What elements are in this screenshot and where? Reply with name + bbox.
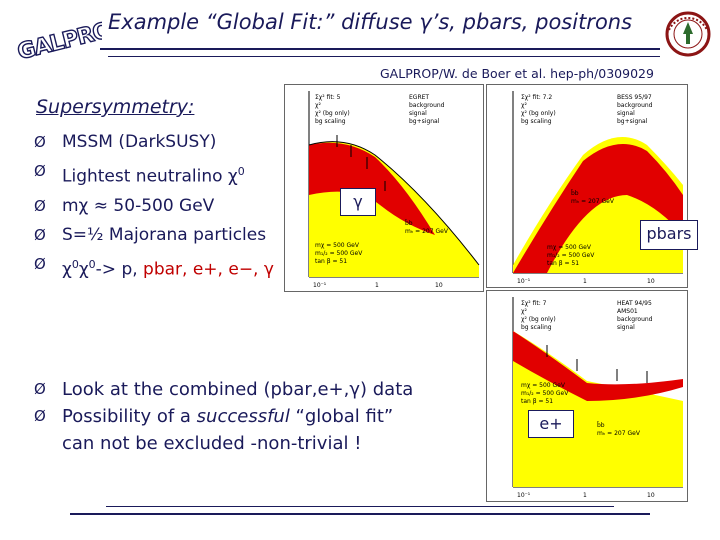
antiproton-spectrum-plot: Σχ² fit: 7.2 χ² χ² (bg only) bg scaling BES…	[486, 84, 688, 288]
gamma-spectrum-plot: Σχ² fit: 5 χ² χ² (bg only) bg scaling EGRE…	[284, 84, 484, 292]
footer-rule-top	[106, 506, 614, 507]
galprop-logo: GALPROP	[10, 10, 129, 65]
svg-text:χ²: χ²	[521, 308, 527, 315]
svg-text:b̄b: b̄b	[570, 190, 578, 197]
svg-text:background: background	[409, 102, 445, 109]
svg-text:10⁻¹: 10⁻¹	[517, 492, 531, 499]
svg-text:bg scaling: bg scaling	[315, 118, 346, 125]
title-rule-bottom	[108, 56, 660, 57]
svg-text:m₁/₂ = 500 GeV: m₁/₂ = 500 GeV	[521, 390, 569, 397]
supersymmetry-list: Ø MSSM (DarkSUSY) Ø Lightest neutralino χ0…	[34, 128, 274, 285]
svg-text:χ² (bg only): χ² (bg only)	[521, 316, 556, 323]
svg-text:EGRET: EGRET	[409, 94, 429, 101]
svg-text:bg scaling: bg scaling	[521, 118, 552, 125]
bullet-arrow-icon: Ø	[34, 133, 46, 151]
list-item: Ø Possibility of a successful “global fit…	[34, 403, 413, 430]
conclusion-list: Ø Look at the combined (pbar,e+,γ) data Ø…	[34, 376, 413, 457]
svg-text:background: background	[617, 102, 653, 109]
svg-text:b̄b: b̄b	[404, 220, 412, 227]
svg-text:HEAT 94/95: HEAT 94/95	[617, 300, 652, 307]
reference-citation: GALPROP/W. de Boer et al. hep-ph/0309029	[380, 66, 654, 81]
annihilation-products: pbar, e+, e−, γ	[143, 259, 274, 280]
svg-text:1: 1	[375, 282, 379, 289]
svg-text:1: 1	[583, 278, 587, 285]
svg-text:10: 10	[647, 278, 655, 285]
bullet-arrow-icon: Ø	[34, 380, 46, 398]
svg-text:mₕ = 207 GeV: mₕ = 207 GeV	[571, 198, 615, 205]
svg-text:bg+signal: bg+signal	[617, 118, 648, 125]
supersymmetry-heading: Supersymmetry:	[36, 96, 195, 118]
svg-text:bg+signal: bg+signal	[409, 118, 440, 125]
svg-text:tan β = 51: tan β = 51	[547, 260, 579, 267]
footer-rule-bottom	[70, 513, 650, 515]
svg-text:mₕ = 207 GeV: mₕ = 207 GeV	[597, 430, 641, 437]
svg-text:mχ = 500 GeV: mχ = 500 GeV	[521, 382, 566, 389]
svg-text:AMS01: AMS01	[617, 308, 638, 315]
svg-text:10: 10	[435, 282, 443, 289]
gamma-label: γ	[340, 188, 376, 216]
list-item: Ø Look at the combined (pbar,e+,γ) data	[34, 376, 413, 403]
svg-text:bg scaling: bg scaling	[521, 324, 552, 331]
svg-text:10⁻¹: 10⁻¹	[313, 282, 327, 289]
svg-text:χ² (bg only): χ² (bg only)	[521, 110, 556, 117]
list-item: Ø S=½ Majorana particles	[34, 221, 274, 250]
slide-title: Example “Global Fit:” diffuse γ’s, pbars…	[108, 10, 633, 34]
svg-text:GALPROP: GALPROP	[15, 14, 102, 60]
svg-text:Σχ² fit: 7: Σχ² fit: 7	[521, 300, 547, 307]
svg-text:mχ = 500 GeV: mχ = 500 GeV	[315, 242, 360, 249]
list-item: Ø Lightest neutralino χ0	[34, 157, 274, 192]
svg-text:1: 1	[583, 492, 587, 499]
svg-text:Σχ² fit: 5: Σχ² fit: 5	[315, 94, 341, 101]
positron-label: e+	[528, 410, 574, 438]
svg-text:signal: signal	[617, 324, 635, 331]
svg-text:signal: signal	[409, 110, 427, 117]
positron-fraction-plot: Σχ² fit: 7 χ² χ² (bg only) bg scaling HEAT …	[486, 290, 688, 502]
svg-text:χ²: χ²	[315, 102, 321, 109]
title-rule-top	[100, 48, 660, 50]
svg-text:Σχ² fit: 7.2: Σχ² fit: 7.2	[521, 94, 552, 101]
svg-text:mₕ = 207 GeV: mₕ = 207 GeV	[405, 228, 449, 235]
svg-text:10: 10	[647, 492, 655, 499]
list-item-continuation: can not be excluded -non-trivial !	[62, 433, 362, 454]
svg-text:mχ = 500 GeV: mχ = 500 GeV	[547, 244, 592, 251]
bullet-arrow-icon: Ø	[34, 196, 46, 215]
bullet-arrow-icon: Ø	[34, 225, 46, 244]
svg-text:tan β = 51: tan β = 51	[521, 398, 553, 405]
bullet-arrow-icon: Ø	[34, 162, 46, 180]
svg-text:signal: signal	[617, 110, 635, 117]
svg-text:background: background	[617, 316, 653, 323]
bullet-arrow-icon: Ø	[34, 407, 46, 425]
pbars-label: pbars	[640, 220, 698, 250]
svg-text:b̄b: b̄b	[596, 422, 604, 429]
svg-text:tan β = 51: tan β = 51	[315, 258, 347, 265]
bullet-arrow-icon: Ø	[34, 254, 46, 273]
svg-text:m₁/₂ = 500 GeV: m₁/₂ = 500 GeV	[547, 252, 595, 259]
svg-text:10⁻¹: 10⁻¹	[517, 278, 531, 285]
svg-text:m₁/₂ = 500 GeV: m₁/₂ = 500 GeV	[315, 250, 363, 257]
svg-text:χ² (bg only): χ² (bg only)	[315, 110, 350, 117]
list-item: Ø MSSM (DarkSUSY)	[34, 128, 274, 157]
stanford-seal-icon	[665, 8, 711, 60]
svg-text:χ²: χ²	[521, 102, 527, 109]
svg-text:BESS 95/97: BESS 95/97	[617, 94, 652, 101]
